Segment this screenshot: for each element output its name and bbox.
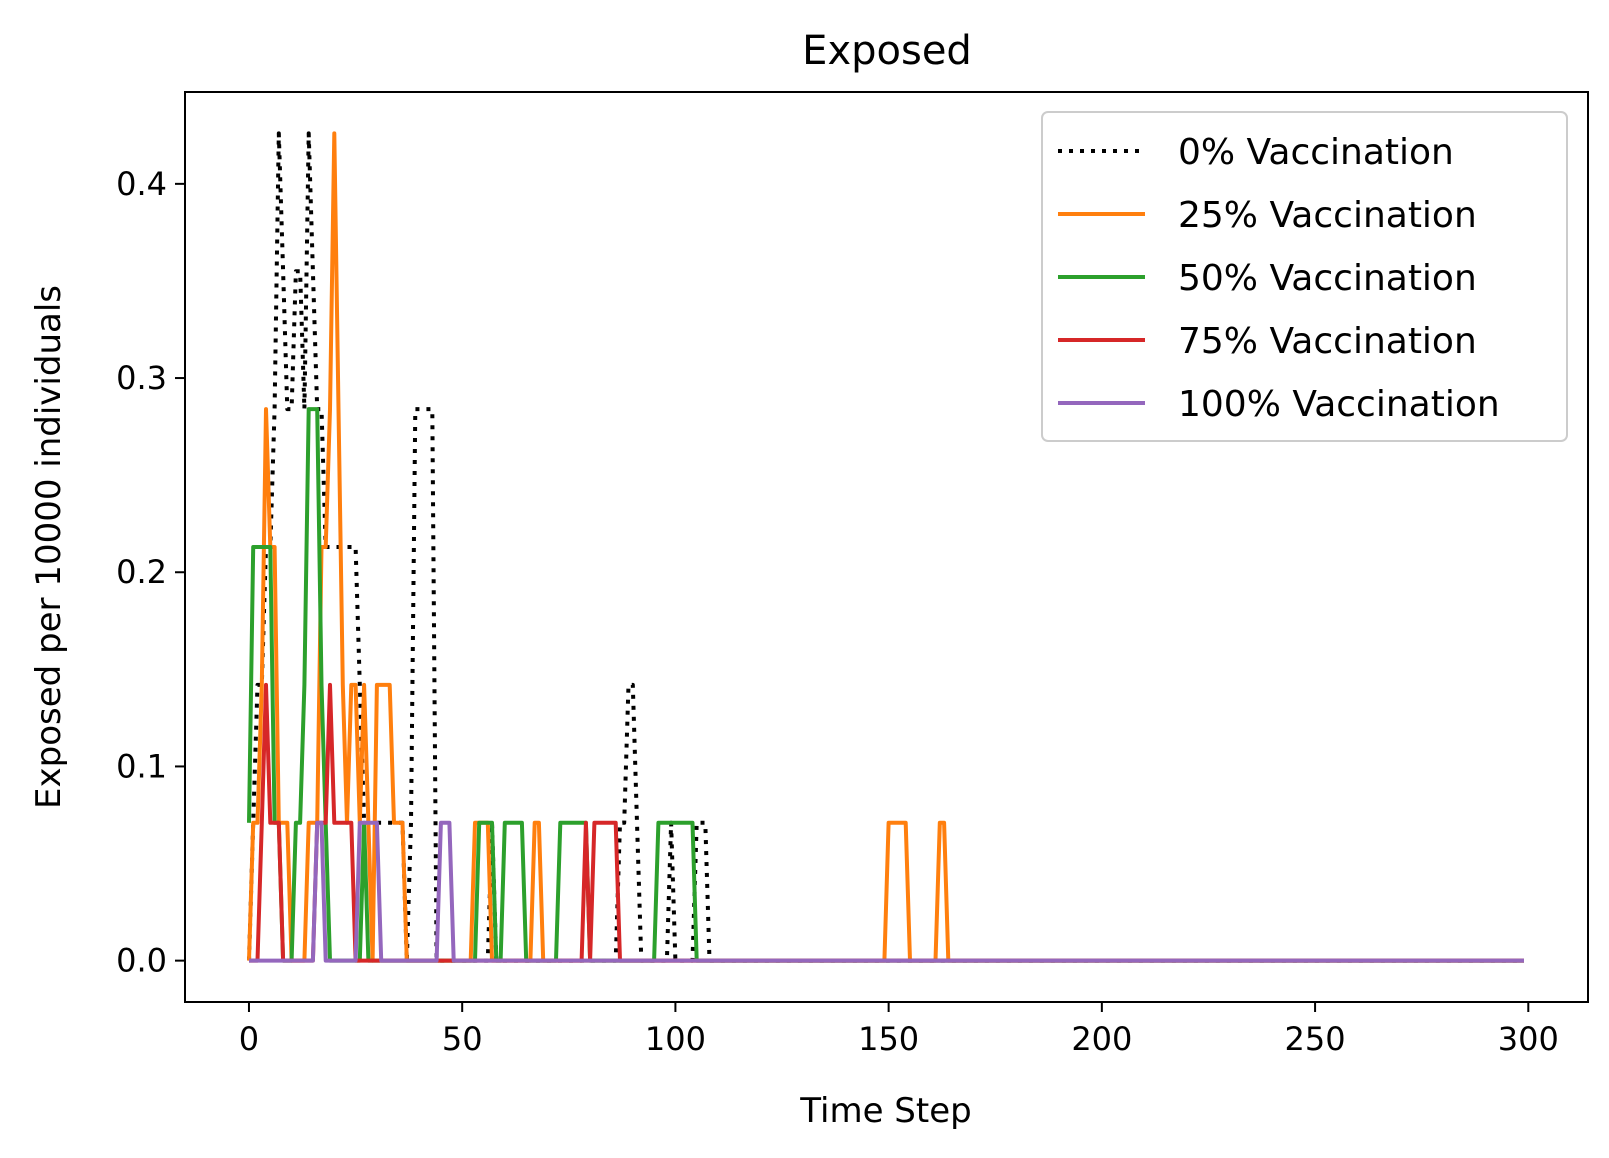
legend-label-2: 25% Vaccination xyxy=(1178,195,1477,236)
x-tick-label: 0 xyxy=(239,1020,259,1058)
x-tick-label: 150 xyxy=(858,1020,919,1058)
legend-frame xyxy=(1041,111,1568,442)
series-line-4 xyxy=(249,682,1524,963)
legend-label-1: 0% Vaccination xyxy=(1178,132,1454,173)
x-axis-label: Time Step xyxy=(799,1091,971,1131)
chart-title: Exposed xyxy=(802,28,972,74)
x-tick-label: 300 xyxy=(1498,1020,1559,1058)
y-axis-label: Exposed per 10000 individuals xyxy=(29,285,69,809)
x-tick-label: 200 xyxy=(1071,1020,1132,1058)
y-tick-label: 0.1 xyxy=(116,747,167,785)
x-tick-label: 250 xyxy=(1285,1020,1346,1058)
legend-label-5: 100% Vaccination xyxy=(1178,384,1500,425)
x-axis-ticks: 0 50 100 150 200 250 300 xyxy=(239,1002,1559,1058)
legend: 0% Vaccination 25% Vaccination 50% Vaccina… xyxy=(1041,111,1568,442)
y-axis-ticks: 0.0 0.1 0.2 0.3 0.4 xyxy=(116,165,185,980)
legend-label-4: 75% Vaccination xyxy=(1178,321,1477,362)
y-tick-label: 0.4 xyxy=(116,165,167,203)
x-tick-label: 50 xyxy=(442,1020,483,1058)
series-line-5 xyxy=(249,820,1524,963)
legend-label-3: 50% Vaccination xyxy=(1178,258,1477,299)
y-tick-label: 0.2 xyxy=(116,553,167,591)
plot-area-frame xyxy=(184,91,1589,1003)
y-tick-label: 0.3 xyxy=(116,359,167,397)
y-tick-label: 0.0 xyxy=(116,942,167,980)
x-tick-label: 100 xyxy=(645,1020,706,1058)
plot-lines xyxy=(247,131,1524,963)
